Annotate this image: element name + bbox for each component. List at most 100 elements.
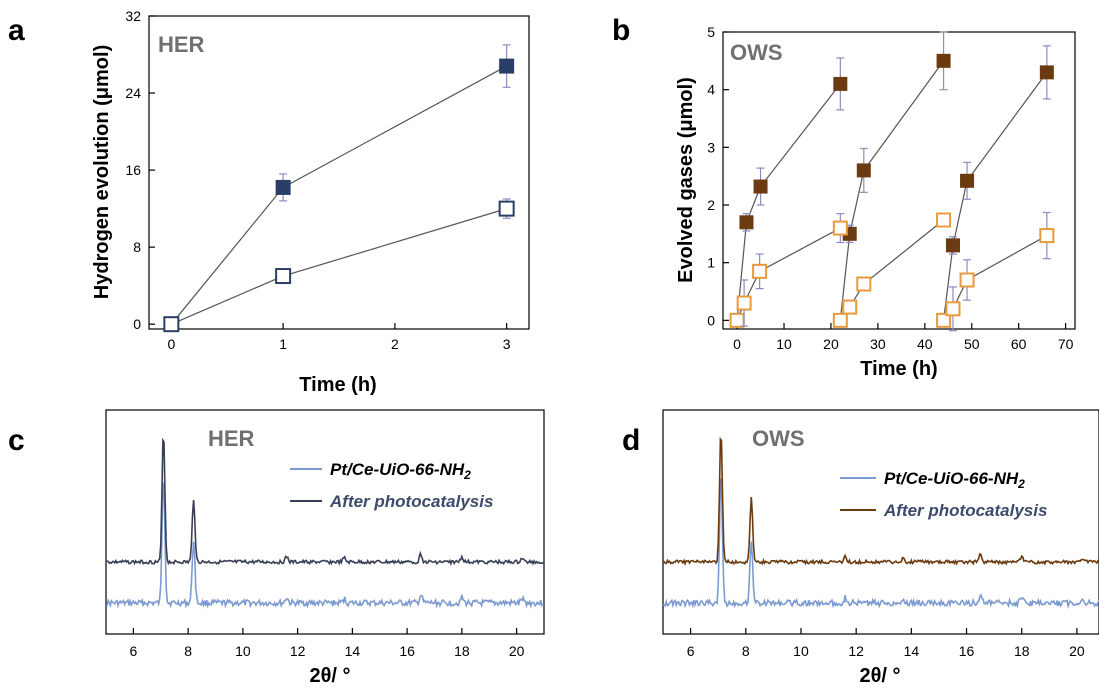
- series-line: [171, 208, 507, 325]
- panel-d-legend-1: Pt/Ce-UiO-66-NH2: [884, 469, 1025, 491]
- panel-label-d: d: [622, 424, 640, 457]
- x-tick-label: 18: [1014, 643, 1030, 659]
- filled-square-marker: [739, 215, 754, 230]
- pattern-pristine: [105, 481, 545, 609]
- panel-d-legend-2: After photocatalysis: [883, 501, 1047, 520]
- open-square-marker: [275, 268, 292, 285]
- y-tick-label: 0: [133, 316, 141, 332]
- panel-d-inset-label: OWS: [752, 426, 805, 451]
- x-tick-label: 20: [823, 336, 839, 352]
- filled-square-marker: [945, 238, 960, 253]
- x-tick-label: 40: [917, 336, 933, 352]
- y-tick-label: 4: [707, 82, 715, 98]
- panel-c-inset-label: HER: [208, 426, 255, 451]
- x-tick-label: 0: [167, 336, 175, 352]
- open-square-marker: [945, 301, 961, 317]
- filled-square-marker: [499, 58, 515, 74]
- open-square-marker: [1039, 228, 1055, 244]
- y-tick-label: 5: [707, 24, 715, 40]
- panel-c-chart: HER Pt/Ce-UiO-66-NH2 After photocatalysi…: [105, 409, 545, 687]
- x-tick-label: 10: [776, 336, 792, 352]
- y-tick-label: 8: [133, 239, 141, 255]
- x-tick-label: 12: [848, 643, 864, 659]
- open-square-marker: [729, 312, 745, 328]
- panel-c-legend-1: Pt/Ce-UiO-66-NH2: [330, 460, 471, 482]
- filled-square-marker: [275, 179, 291, 195]
- x-tick-label: 8: [742, 643, 750, 659]
- open-square-marker: [832, 220, 848, 236]
- series-line: [736, 83, 841, 321]
- pattern-after-photocatalysis: [105, 437, 545, 567]
- panel-a-inset-label: HER: [158, 32, 205, 57]
- x-tick-label: 0: [733, 336, 741, 352]
- panel-label-a: a: [8, 14, 25, 47]
- panel-label-b: b: [612, 14, 630, 47]
- filled-square-marker: [1039, 65, 1054, 80]
- y-tick-label: 16: [125, 162, 141, 178]
- filled-square-marker: [936, 53, 951, 68]
- panel-a-ylabel: Hydrogen evolution (μmol): [91, 45, 113, 299]
- x-tick-label: 20: [1069, 643, 1085, 659]
- x-tick-label: 6: [129, 643, 137, 659]
- x-tick-label: 6: [687, 643, 695, 659]
- open-square-marker: [856, 276, 872, 292]
- pattern-after-photocatalysis: [662, 436, 1099, 567]
- panel-c-xlabel: 2θ/ °: [309, 665, 350, 687]
- x-tick-label: 10: [793, 643, 809, 659]
- y-tick-label: 3: [707, 139, 715, 155]
- open-square-marker: [498, 200, 515, 217]
- open-square-marker: [936, 212, 952, 228]
- y-tick-label: 24: [125, 85, 141, 101]
- open-square-marker: [832, 312, 848, 328]
- x-tick-label: 14: [345, 643, 361, 659]
- x-tick-label: 20: [509, 643, 525, 659]
- x-tick-label: 12: [290, 643, 306, 659]
- x-tick-label: 60: [1011, 336, 1027, 352]
- x-tick-label: 8: [184, 643, 192, 659]
- y-tick-label: 0: [707, 312, 715, 328]
- open-square-marker: [163, 316, 180, 333]
- panel-c-legend-2: After photocatalysis: [329, 492, 493, 511]
- open-square-marker: [936, 312, 952, 328]
- y-tick-label: 32: [125, 8, 141, 24]
- open-square-marker: [752, 263, 768, 279]
- series-line: [942, 72, 1048, 321]
- filled-square-marker: [960, 173, 975, 188]
- panel-b-xlabel: Time (h): [860, 358, 937, 380]
- series-line: [736, 227, 841, 321]
- panel-b-chart: OWS Time (h) Evolved gases (μmol) 0 10 20 3…: [675, 24, 1076, 380]
- x-tick-label: 3: [503, 336, 511, 352]
- filled-square-marker: [833, 76, 848, 91]
- panel-b-ylabel: Evolved gases (μmol): [675, 77, 697, 283]
- panel-a-chart: HER Time (h) Hydrogen evolution (μmol) 0…: [91, 8, 530, 396]
- series-line: [839, 60, 945, 321]
- y-tick-label: 1: [707, 255, 715, 271]
- panel-label-c: c: [8, 424, 25, 457]
- panel-b-inset-label: OWS: [730, 40, 783, 65]
- x-tick-label: 16: [959, 643, 975, 659]
- panel-d-chart: OWS Pt/Ce-UiO-66-NH2 After photocatalysi…: [662, 409, 1099, 687]
- y-tick-label: 2: [707, 197, 715, 213]
- x-tick-label: 16: [399, 643, 415, 659]
- x-tick-label: 14: [904, 643, 920, 659]
- open-square-marker: [959, 272, 975, 288]
- x-tick-label: 50: [964, 336, 980, 352]
- panel-b-frame: [722, 31, 1076, 330]
- open-square-marker: [842, 299, 858, 315]
- x-tick-label: 30: [870, 336, 886, 352]
- filled-square-marker: [856, 163, 871, 178]
- x-tick-label: 70: [1058, 336, 1074, 352]
- panel-d-xlabel: 2θ/ °: [859, 665, 900, 687]
- pattern-pristine: [662, 478, 1099, 610]
- series-line: [170, 65, 507, 325]
- panel-a-xlabel: Time (h): [299, 374, 376, 396]
- panel-d-frame: [662, 409, 1099, 635]
- x-tick-label: 2: [391, 336, 399, 352]
- open-square-marker: [736, 295, 752, 311]
- x-tick-label: 1: [279, 336, 287, 352]
- panel-c-frame: [105, 409, 545, 635]
- panel-a-frame: [148, 15, 530, 330]
- x-tick-label: 18: [454, 643, 470, 659]
- filled-square-marker: [753, 179, 768, 194]
